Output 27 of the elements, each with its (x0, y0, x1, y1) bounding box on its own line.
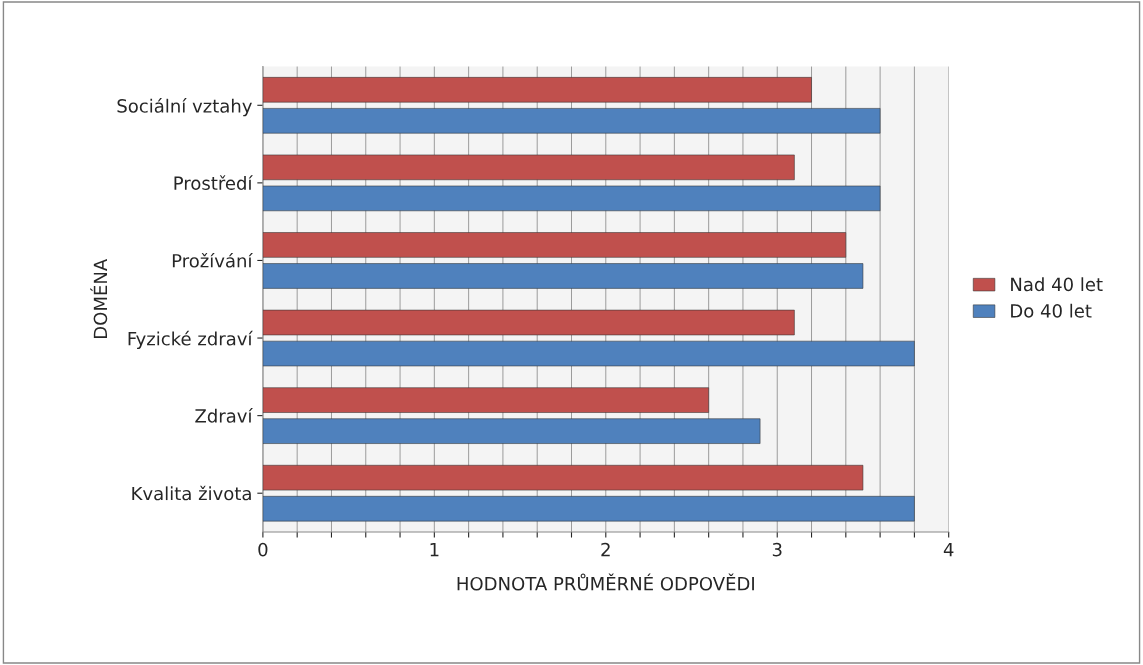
y-tick-label: Prožívání (172, 252, 253, 268)
bar (262, 465, 864, 491)
bar (262, 77, 812, 103)
bar (262, 108, 881, 134)
bar (262, 263, 864, 289)
y-tick-label: Zdraví (195, 408, 253, 423)
bar (262, 185, 881, 212)
x-tick-label: 3 (772, 542, 782, 557)
x-tick-label: 2 (601, 542, 610, 557)
y-tick-label: Fyzické zdraví (128, 330, 253, 350)
legend-label: Nad 40 let (1011, 277, 1103, 292)
bar (262, 309, 795, 336)
x-tick-label: 1 (430, 542, 439, 557)
bar (262, 387, 709, 413)
bar (262, 340, 915, 367)
y-tick-label: Sociální vztahy (117, 98, 252, 117)
x-tick-label: 4 (943, 542, 954, 557)
bar (262, 154, 795, 181)
y-tick-label: Prostředí (174, 175, 253, 190)
x-axis-title: HODNOTA PRŮMĚRNÉ ODPOVĚDI (457, 573, 754, 591)
y-axis-title: DOMÉNA (90, 258, 108, 338)
legend-label: Do 40 let (1011, 303, 1092, 318)
bar (262, 232, 847, 258)
bar (262, 496, 915, 522)
x-tick-label: 0 (258, 542, 268, 557)
y-tick-label: Kvalita života (132, 485, 251, 501)
bar (262, 418, 761, 444)
